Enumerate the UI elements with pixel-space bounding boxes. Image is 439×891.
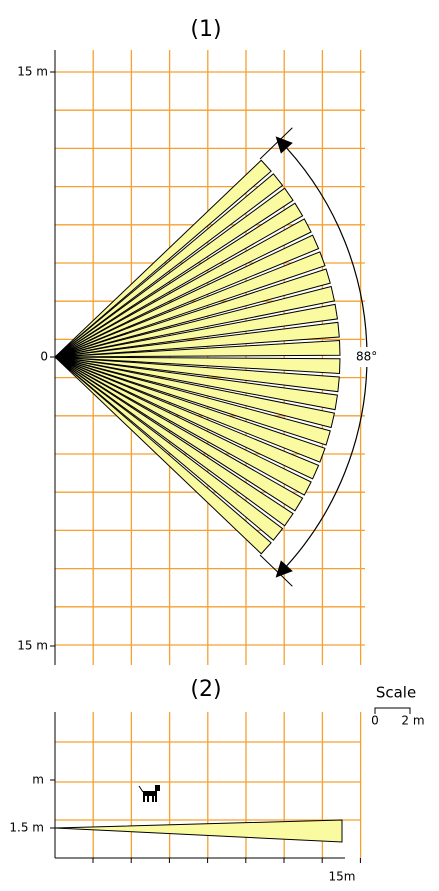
scale-bar — [374, 707, 411, 714]
beam — [54, 356, 320, 480]
limit-line — [259, 127, 293, 160]
beam — [54, 173, 284, 358]
beam — [54, 202, 304, 358]
grid-bottom — [50, 712, 362, 863]
beam — [54, 356, 341, 375]
beam — [54, 356, 304, 512]
beam — [54, 356, 340, 393]
arrow-head — [275, 560, 293, 578]
beam — [54, 234, 320, 358]
title-1: (1) — [190, 17, 221, 42]
beam — [54, 356, 272, 555]
beam — [54, 218, 312, 358]
arrow-head — [275, 136, 293, 154]
scale-start: 0 — [371, 714, 379, 728]
coverage-fan — [54, 127, 368, 587]
beam — [54, 303, 339, 358]
beam — [54, 356, 294, 527]
beam — [54, 356, 331, 446]
title-2: (2) — [190, 677, 221, 702]
beam — [54, 356, 284, 541]
beam — [54, 356, 336, 429]
y-label: 15 m — [17, 65, 48, 79]
beam — [54, 159, 272, 358]
beam — [54, 321, 340, 358]
dog-icon — [138, 785, 160, 802]
beam — [54, 356, 326, 463]
angle-label: 88° — [356, 350, 377, 364]
scale-end: 2 m — [401, 714, 424, 728]
beam — [54, 251, 326, 358]
angle-bg — [346, 347, 382, 367]
limit-line — [259, 554, 293, 587]
beam — [54, 268, 331, 358]
scale-title: Scale — [376, 684, 416, 702]
beam — [54, 187, 294, 358]
beam — [54, 356, 339, 411]
y-label: 1.5 m — [9, 821, 44, 835]
beam — [54, 285, 336, 358]
y-label: m — [32, 773, 44, 787]
x-label: 15m — [329, 870, 356, 884]
y-label: 0 — [40, 350, 48, 364]
beam — [54, 356, 312, 496]
y-label: 15 m — [17, 639, 48, 653]
beam — [54, 339, 341, 358]
side-beam — [54, 819, 343, 843]
